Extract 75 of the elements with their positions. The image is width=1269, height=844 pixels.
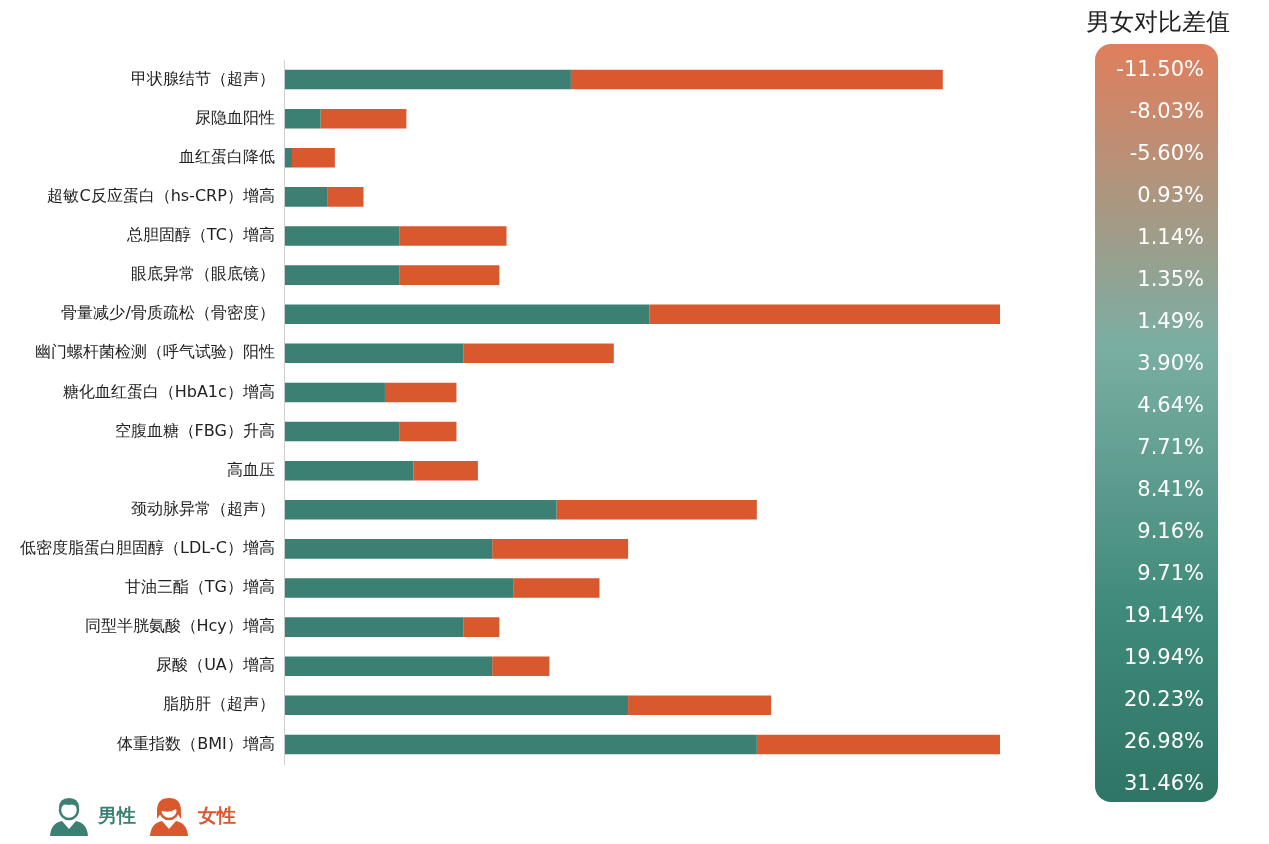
bar <box>284 148 292 168</box>
bar <box>513 578 600 598</box>
y-tick-label: 脂肪肝（超声） <box>162 694 275 714</box>
y-tick-label: 超敏C反应蛋白（hs-CRP）增高 <box>47 186 275 206</box>
bar <box>320 108 407 129</box>
text: -11.50% <box>1116 57 1204 81</box>
y-tick-label: 骨量减少/骨质疏松（骨密度） <box>61 303 275 323</box>
text: -5.60% <box>1129 141 1204 165</box>
y-tick-label: 甘油三酯（TG）增高 <box>124 577 275 597</box>
bar <box>284 343 464 364</box>
y-tick-label: 体重指数（BMI）增高 <box>117 733 275 753</box>
y-tick-label: 同型半胱氨酸（Hcy）增高 <box>84 616 275 636</box>
bar <box>492 656 550 676</box>
bar <box>284 265 400 285</box>
y-tick-label: 总胆固醇（TC）增高 <box>125 225 275 245</box>
text: 4.64% <box>1137 393 1204 417</box>
text: 26.98% <box>1123 729 1204 753</box>
legend-label: 女性 <box>198 803 236 828</box>
text: 19.94% <box>1123 645 1204 669</box>
text: 9.16% <box>1137 519 1204 543</box>
y-tick-label: 颈动脉异常（超声） <box>130 498 275 518</box>
bar <box>284 304 650 324</box>
y-tick-label: 血红蛋白降低 <box>178 146 275 166</box>
text: 7.71% <box>1137 435 1204 459</box>
bar <box>463 343 614 364</box>
text: -8.03% <box>1129 99 1204 123</box>
bar <box>291 148 335 168</box>
bar <box>284 382 385 403</box>
bar <box>284 578 514 598</box>
bar <box>284 421 400 442</box>
text: 19.14% <box>1123 603 1204 627</box>
text: 1.14% <box>1137 225 1204 249</box>
text: 31.46% <box>1123 771 1204 795</box>
y-tick-label: 眼底异常（眼底镜） <box>130 264 275 284</box>
text: 男女对比差值 <box>1084 7 1231 38</box>
bar <box>649 304 1000 324</box>
bar <box>284 617 464 637</box>
bar <box>284 69 571 90</box>
bar <box>284 695 629 716</box>
bar <box>463 617 500 637</box>
bar <box>556 500 757 520</box>
bar <box>492 539 629 559</box>
bar <box>628 695 772 716</box>
text: 1.35% <box>1137 267 1204 291</box>
bar <box>327 187 364 207</box>
text: 8.41% <box>1137 477 1204 501</box>
bar <box>570 69 943 90</box>
y-tick-label: 尿隐血阳性 <box>194 107 275 127</box>
text: 1.49% <box>1137 309 1204 333</box>
bar <box>284 108 321 129</box>
text: 20.23% <box>1123 687 1204 711</box>
text: 9.71% <box>1137 561 1204 585</box>
y-tick-label: 幽门螺杆菌检测（呼气试验）阳性 <box>34 342 275 362</box>
bar <box>284 187 328 207</box>
y-tick-label: 甲状腺结节（超声） <box>130 68 275 88</box>
y-tick-label: 低密度脂蛋白胆固醇（LDL-C）增高 <box>20 538 275 558</box>
bar <box>399 421 457 442</box>
y-tick-label: 糖化血红蛋白（HbA1c）增高 <box>62 381 275 401</box>
bar <box>284 460 414 481</box>
bar <box>284 500 557 520</box>
y-tick-label: 尿酸（UA）增高 <box>156 655 275 675</box>
bar <box>413 460 478 481</box>
bar <box>284 656 493 676</box>
bar <box>399 265 500 285</box>
bar <box>284 226 400 246</box>
bar <box>756 734 1000 755</box>
y-tick-label: 高血压 <box>226 459 275 479</box>
bar <box>284 734 757 755</box>
legend-label: 男性 <box>98 803 136 828</box>
text: 3.90% <box>1137 351 1204 375</box>
text: 0.93% <box>1137 183 1204 207</box>
bar <box>399 226 507 246</box>
y-tick-label: 空腹血糖（FBG）升高 <box>114 420 275 440</box>
bar <box>384 382 457 403</box>
bar <box>284 539 493 559</box>
